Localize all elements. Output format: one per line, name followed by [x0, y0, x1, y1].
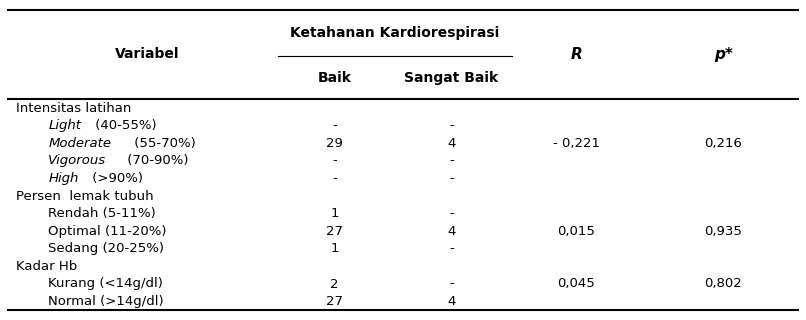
Text: Kurang (<14g/dl): Kurang (<14g/dl): [48, 277, 164, 291]
Text: 27: 27: [326, 295, 343, 308]
Text: -: -: [332, 119, 337, 132]
Text: -: -: [449, 154, 454, 167]
Text: High: High: [48, 172, 79, 185]
Text: 0,045: 0,045: [558, 277, 595, 291]
Text: 1: 1: [330, 207, 339, 220]
Text: Vigorous: Vigorous: [48, 154, 106, 167]
Text: Variabel: Variabel: [114, 47, 180, 61]
Text: (70-90%): (70-90%): [123, 154, 189, 167]
Text: Light: Light: [48, 119, 81, 132]
Text: Ketahanan Kardiorespirasi: Ketahanan Kardiorespirasi: [290, 26, 500, 40]
Text: -: -: [332, 154, 337, 167]
Text: Moderate: Moderate: [48, 137, 111, 150]
Text: -: -: [332, 172, 337, 185]
Text: 27: 27: [326, 225, 343, 238]
Text: 4: 4: [447, 295, 455, 308]
Text: -: -: [449, 119, 454, 132]
Text: 2: 2: [330, 277, 339, 291]
Text: R: R: [571, 47, 582, 62]
Text: Normal (>14g/dl): Normal (>14g/dl): [48, 295, 164, 308]
Text: Intensitas latihan: Intensitas latihan: [16, 101, 131, 115]
Text: (>90%): (>90%): [88, 172, 143, 185]
Text: (55-70%): (55-70%): [130, 137, 195, 150]
Text: 4: 4: [447, 225, 455, 238]
Text: -: -: [449, 277, 454, 291]
Text: Sangat Baik: Sangat Baik: [405, 71, 498, 85]
Text: Persen  lemak tubuh: Persen lemak tubuh: [16, 189, 154, 203]
Text: 29: 29: [326, 137, 343, 150]
Text: Rendah (5-11%): Rendah (5-11%): [48, 207, 156, 220]
Text: Sedang (20-25%): Sedang (20-25%): [48, 242, 164, 255]
Text: (40-55%): (40-55%): [91, 119, 156, 132]
Text: 0,216: 0,216: [704, 137, 742, 150]
Text: Optimal (11-20%): Optimal (11-20%): [48, 225, 167, 238]
Text: Kadar Hb: Kadar Hb: [16, 260, 77, 273]
Text: 4: 4: [447, 137, 455, 150]
Text: 0,935: 0,935: [704, 225, 742, 238]
Text: p*: p*: [714, 47, 733, 62]
Text: -: -: [449, 207, 454, 220]
Text: Baik: Baik: [318, 71, 351, 85]
Text: 1: 1: [330, 242, 339, 255]
Text: 0,802: 0,802: [704, 277, 742, 291]
Text: - 0,221: - 0,221: [553, 137, 600, 150]
Text: 0,015: 0,015: [558, 225, 595, 238]
Text: -: -: [449, 172, 454, 185]
Text: -: -: [449, 242, 454, 255]
